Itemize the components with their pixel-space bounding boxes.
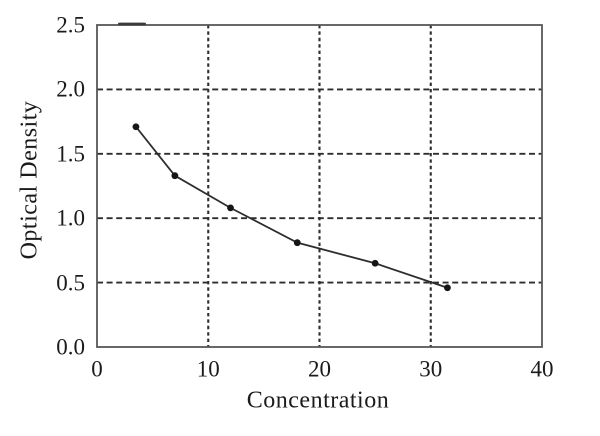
data-point-marker <box>227 204 234 212</box>
y-tick-label: 2.5 <box>56 12 85 38</box>
x-tick-label: 0 <box>91 356 103 382</box>
y-tick-label: 0.0 <box>56 334 85 360</box>
plot-frame <box>96 24 543 348</box>
x-tick-label: 10 <box>196 356 220 382</box>
scan-artifact-streak <box>118 22 146 26</box>
data-point-marker <box>132 123 140 131</box>
data-point-marker <box>293 239 301 247</box>
data-point-marker <box>171 172 179 180</box>
data-point-marker <box>444 284 451 292</box>
y-tick-label: 1.5 <box>56 141 85 167</box>
y-tick-label: 1.0 <box>56 205 85 231</box>
y-tick-label: 0.5 <box>56 270 85 296</box>
y-axis-title: Optical Density <box>16 100 43 260</box>
x-tick-label: 40 <box>530 356 554 382</box>
y-tick-label: 2.0 <box>56 76 85 102</box>
x-axis-title: Concentration <box>246 387 390 414</box>
series-line <box>135 126 448 289</box>
x-tick-label: 20 <box>308 356 331 382</box>
data-point-marker <box>371 259 379 267</box>
x-tick-label: 30 <box>419 356 443 382</box>
